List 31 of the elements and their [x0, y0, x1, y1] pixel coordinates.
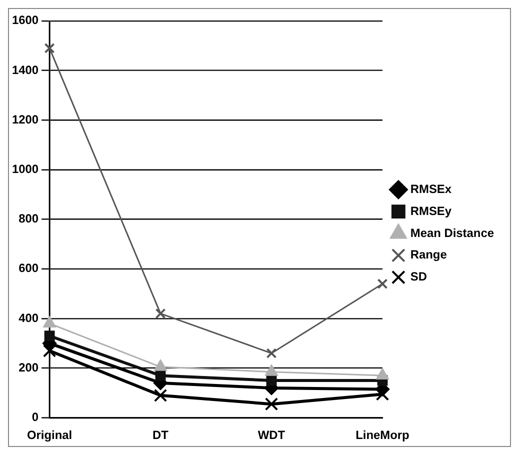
legend-label: RMSEx [410, 182, 452, 196]
y-tick-label: 1400 [12, 62, 39, 77]
y-tick-label: 800 [18, 212, 39, 226]
y-tick-label: 1600 [12, 13, 39, 28]
point [264, 397, 278, 411]
point [155, 308, 166, 319]
point [266, 375, 277, 386]
point [155, 370, 166, 381]
legend-label: Mean Distance [410, 226, 494, 240]
x-tick-label: DT [152, 428, 170, 442]
point [44, 330, 55, 342]
point [266, 348, 277, 358]
point [42, 344, 56, 358]
point [44, 43, 55, 54]
y-tick-label: 200 [18, 360, 39, 374]
legend-label: SD [410, 270, 428, 284]
y-tick-label: 400 [18, 310, 39, 325]
point [377, 278, 388, 290]
legend-label: Range [410, 248, 448, 262]
point [154, 388, 168, 402]
x-tick-label: Original [26, 428, 72, 442]
y-tick-label: 0 [32, 410, 39, 424]
legend-label: RMSEy [410, 204, 452, 218]
y-tick-label: 1000 [12, 162, 39, 176]
x-tick-label: LineMorp [356, 428, 410, 442]
point [265, 364, 278, 376]
y-tick-label: 600 [18, 261, 39, 276]
x-tick-label: WDT [258, 428, 286, 442]
point [154, 360, 167, 371]
y-tick-label: 1200 [12, 112, 39, 126]
point [376, 368, 389, 380]
